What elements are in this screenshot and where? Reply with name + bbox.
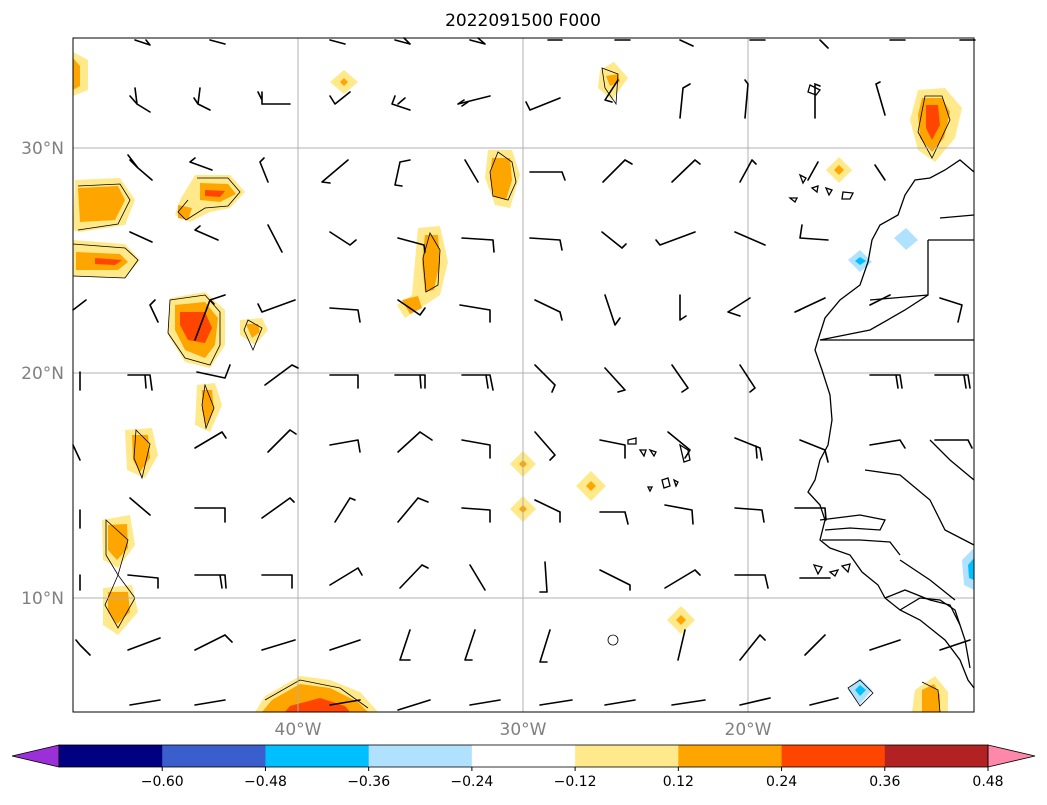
colorbar-tick-label: −0.48 (244, 774, 287, 790)
colorbar-bin (471, 745, 576, 767)
latitude-labels: 30°N 20°N 10°N (21, 139, 64, 609)
colorbar-bin (781, 745, 886, 767)
map-title: 2022091500 F000 (445, 11, 601, 31)
lon-label-20w: 20°W (725, 720, 772, 740)
coastline (627, 84, 975, 689)
colorbar-bin (575, 745, 679, 767)
anomaly-contours (72, 67, 951, 713)
colorbar-bin (59, 745, 163, 767)
colorbar-tick-label: 0.24 (766, 774, 797, 790)
colorbar-tick-label: −0.24 (450, 774, 493, 790)
colorbar-outline (58, 744, 989, 768)
colorbar-tick-label: 0.36 (869, 774, 900, 790)
longitude-labels: 40°W 30°W 20°W (275, 720, 772, 740)
colorbar-bin (678, 745, 783, 767)
colorbar: −0.60 −0.48 −0.36 −0.24 −0.12 0.12 0.24 0.36 0.4… (11, 744, 1036, 790)
colorbar-tick-label: −0.12 (554, 774, 597, 790)
colorbar-extend-low (11, 744, 60, 768)
colorbar-tick-label: 0.12 (663, 774, 694, 790)
colorbar-tick-label: −0.60 (141, 774, 184, 790)
colorbar-bin (162, 745, 266, 767)
colorbar-tick-label: 0.48 (972, 774, 1003, 790)
lat-label-10n: 10°N (21, 589, 64, 609)
map-frame (72, 37, 975, 713)
wind-barbs (72, 37, 976, 711)
lat-label-30n: 30°N (21, 139, 64, 159)
lon-label-40w: 40°W (275, 720, 322, 740)
colorbar-bin (368, 745, 473, 767)
colorbar-tick-label: −0.36 (347, 774, 390, 790)
colorbar-extend-high (987, 744, 1036, 768)
graticule (73, 38, 974, 712)
colorbar-bin (265, 745, 370, 767)
lat-label-20n: 20°N (21, 364, 64, 384)
colorbar-bin (884, 745, 989, 767)
lon-label-30w: 30°W (500, 720, 547, 740)
map-panel (72, 37, 976, 713)
